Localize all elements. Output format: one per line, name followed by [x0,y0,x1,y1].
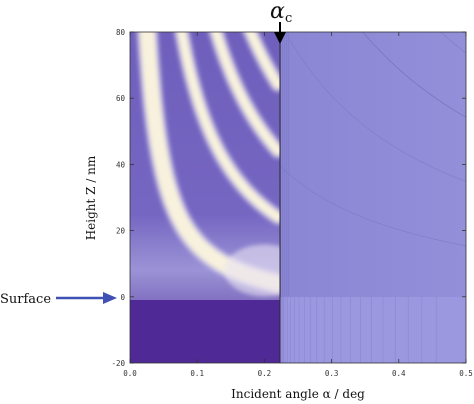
surface-glow [224,244,280,297]
x-tick-label: 0.2 [258,369,272,378]
y-axis-ticks: -20 0 20 40 60 80 [111,28,466,368]
plot-frame [129,31,467,364]
substrate-left-region [130,300,280,363]
x-tick-label: 0.4 [392,369,406,378]
substrate-right-region [280,297,466,363]
y-axis-title: Height Z / nm [84,155,98,240]
contour-line [362,32,466,118]
contour-line [284,32,466,182]
surface-annotation: Surface [0,292,117,307]
interference-band [245,32,280,90]
x-axis-title: Incident angle α / deg [231,387,365,401]
critical-angle-annotation: α c [270,0,292,44]
y-tick-label: 60 [116,94,126,103]
contour-line [280,165,466,247]
surface-label: Surface [0,292,51,307]
critical-angle-arrow-head [274,32,286,44]
x-tick-label: 0.3 [325,369,339,378]
contour-lines [280,32,466,363]
y-tick-label: -20 [111,359,125,368]
x-tick-label: 0.1 [190,369,204,378]
x-axis-ticks: 0.0 0.1 0.2 0.3 0.4 0.5 [123,32,473,378]
x-tick-label: 0.0 [123,369,137,378]
interference-band [176,32,280,223]
y-tick-label: 80 [116,28,126,37]
y-tick-label: 20 [116,227,126,236]
surface-arrow-head [103,292,117,304]
plot-area [130,32,466,363]
critical-angle-symbol: α [270,0,285,24]
y-tick-label: 40 [116,160,126,169]
x-tick-label: 0.5 [459,369,473,378]
y-tick-label: 0 [120,293,125,302]
critical-angle-subscript: c [285,11,292,26]
